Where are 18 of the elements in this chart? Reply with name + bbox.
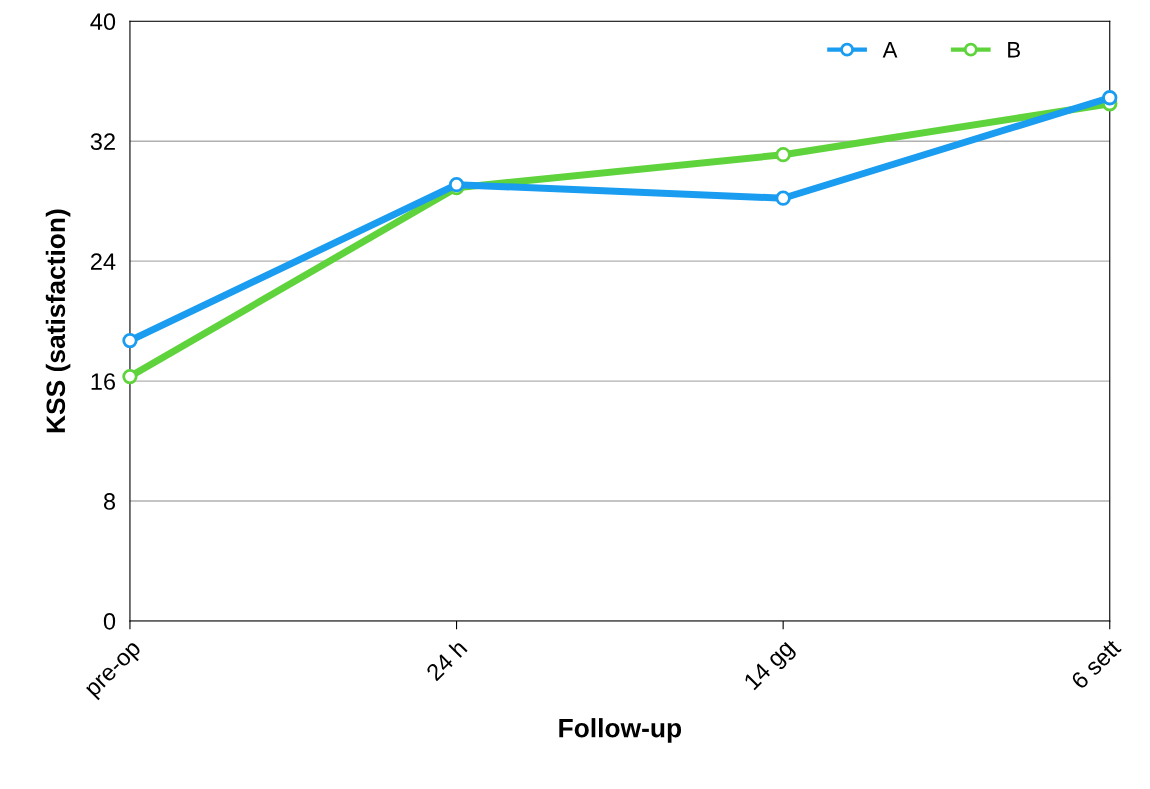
point [122,332,138,349]
y-tick-label: 24 [90,253,116,270]
legend-label: B [1008,42,1020,58]
point [775,190,791,206]
point [1102,90,1118,106]
point [122,368,138,385]
y-tick-label: 32 [90,133,115,151]
y-tick-label: 40 [90,13,116,31]
x-tick-label: 24 h [424,638,468,682]
y-tick-label: 0 [103,613,116,630]
x-axis-title: Follow-up [559,718,682,743]
y-tick-label: 16 [91,373,116,390]
y-tick-label: 8 [103,493,116,510]
y-axis-title: KSS (satisfaction) [45,209,71,433]
point [775,147,791,163]
legend-label: A [882,42,898,58]
x-tick-label: 6 sett [1070,638,1122,690]
x-tick-label: 14 gg [743,639,798,694]
